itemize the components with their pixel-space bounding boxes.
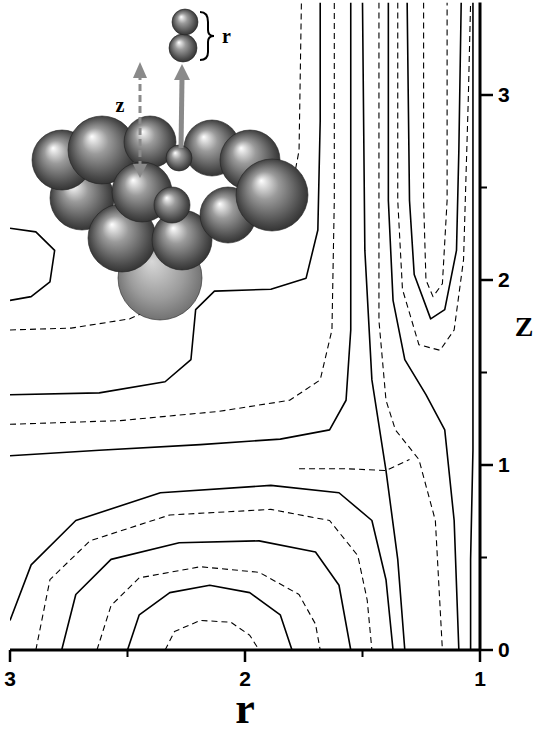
contour-line (424, 3, 448, 297)
contours (10, 3, 473, 651)
atom (166, 145, 192, 171)
x-tick-label: 1 (474, 667, 486, 690)
x-minor-tick (127, 650, 129, 657)
x-minor-tick (362, 650, 364, 657)
x-tick (9, 650, 12, 662)
brace (200, 12, 214, 60)
y-axis-title: Z (515, 311, 534, 342)
y-tick-label: 3 (498, 83, 510, 106)
contour-line (10, 3, 351, 456)
contour-line (388, 3, 459, 651)
contour-line (10, 3, 334, 425)
h-atom (169, 34, 197, 62)
y-tick-label: 0 (498, 638, 510, 661)
contour-line (10, 228, 55, 300)
contour-line (62, 541, 351, 650)
z-arrow (139, 76, 142, 168)
contour-line (128, 585, 293, 650)
y-tick (480, 94, 493, 97)
contour-line (10, 3, 320, 395)
y-tick (480, 279, 493, 282)
y-minor-tick (480, 187, 487, 189)
contour-line (299, 459, 409, 470)
inset-label: r (222, 25, 231, 47)
inset-label: z (116, 94, 125, 116)
background (0, 0, 555, 737)
y-tick (480, 464, 493, 467)
contour-line (471, 3, 473, 651)
arrow-head (133, 62, 147, 78)
contour-line (407, 3, 461, 319)
inset-cluster: zr (32, 9, 308, 320)
contour-line (10, 485, 393, 650)
x-axis-title: r (235, 684, 255, 733)
chart: 3210123rZzr (0, 0, 555, 737)
contour-line (97, 567, 320, 650)
atom (236, 159, 308, 231)
x-tick-label: 3 (4, 667, 16, 690)
arrow-head (133, 164, 147, 178)
y-tick-label: 2 (498, 268, 510, 291)
y-minor-tick (480, 557, 487, 559)
x-tick (479, 650, 482, 662)
x-tick (244, 650, 247, 662)
h-atom (172, 9, 198, 35)
arrow (181, 78, 182, 148)
y-axis-line (479, 3, 482, 651)
atom (154, 187, 190, 223)
y-minor-tick (480, 372, 487, 374)
arrow-head (174, 64, 190, 80)
contour-line (165, 620, 259, 650)
contour-line (398, 3, 471, 351)
y-tick (480, 649, 493, 652)
contour-line (36, 509, 372, 650)
y-tick-label: 1 (498, 453, 510, 476)
